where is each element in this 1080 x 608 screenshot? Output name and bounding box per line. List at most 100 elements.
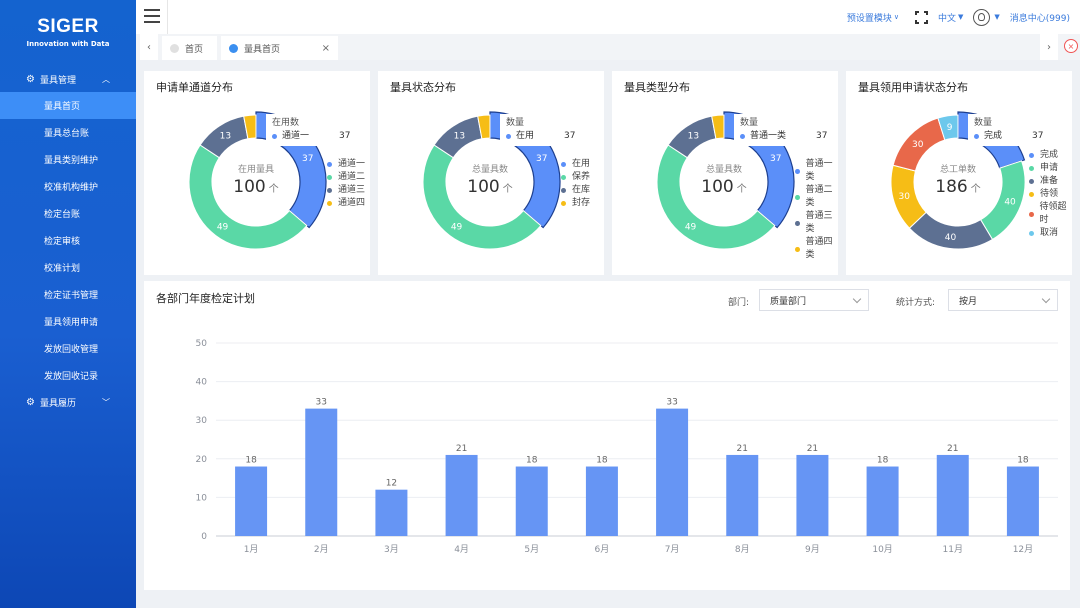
donut-slice[interactable] <box>422 144 542 250</box>
legend-item[interactable]: 普通一类 <box>795 158 838 184</box>
legend-item[interactable]: 通道三 <box>327 184 365 197</box>
sidebar-item-label: 检定证书管理 <box>44 291 99 301</box>
menu-group-gauge-management[interactable]: ⚙ 量具管理 ︿ <box>0 66 136 92</box>
message-center-link[interactable]: 消息中心(999) <box>1010 11 1070 24</box>
legend-item[interactable]: 取消 <box>1029 227 1072 240</box>
preset-module-dropdown[interactable]: 预设置模块 ∨ <box>847 11 899 24</box>
donut-slice[interactable] <box>656 144 776 250</box>
y-tick-label: 20 <box>196 455 208 465</box>
fullscreen-icon[interactable] <box>915 10 928 24</box>
y-tick-label: 50 <box>196 339 208 349</box>
legend-item[interactable]: 封存 <box>561 197 590 210</box>
card-title: 各部门年度检定计划 <box>156 292 255 305</box>
donut-slice[interactable] <box>937 114 959 141</box>
tab-home[interactable]: 首页 <box>162 36 217 60</box>
sidebar-item[interactable]: 校准机构维护 <box>0 173 136 200</box>
sidebar-item[interactable]: 量具类别维护 <box>0 146 136 173</box>
tooltip-name: 通道一 <box>282 131 310 141</box>
legend-item[interactable]: 待领 <box>1029 188 1072 201</box>
tooltip-title: 数量 <box>506 118 525 128</box>
sidebar-item[interactable]: 发放回收记录 <box>0 362 136 389</box>
bar-value-label: 21 <box>947 444 958 454</box>
bar[interactable] <box>305 408 338 536</box>
logo-title: SIGER <box>37 16 99 37</box>
bar[interactable] <box>936 454 969 536</box>
menu-toggle-icon[interactable] <box>144 9 160 23</box>
sidebar-item[interactable]: 检定台账 <box>0 200 136 227</box>
x-tick-label: 12月 <box>1013 544 1033 555</box>
bar[interactable] <box>796 454 829 536</box>
legend-dot <box>327 201 332 206</box>
tab-label: 量具首页 <box>244 44 281 55</box>
tab-gauge-home[interactable]: 量具首页 × <box>221 36 338 60</box>
bar[interactable] <box>866 466 899 536</box>
sidebar-item[interactable]: 发放回收管理 <box>0 335 136 362</box>
legend-item[interactable]: 申请 <box>1029 162 1072 175</box>
stat-select[interactable]: 按月 <box>948 289 1058 311</box>
donut-slice[interactable] <box>908 211 994 250</box>
tab-scroll-right-icon[interactable]: › <box>1040 34 1058 60</box>
x-tick-label: 11月 <box>943 544 963 555</box>
legend-item[interactable]: 完成 <box>1029 149 1072 162</box>
legend-item[interactable]: 普通四类 <box>795 236 838 262</box>
close-all-tabs-icon[interactable]: × <box>1064 39 1078 53</box>
language-label: 中文 <box>938 13 957 24</box>
center-value: 186 个 <box>918 177 998 197</box>
donut-center: 在用量具 100 个 <box>216 162 296 197</box>
dept-select[interactable]: 质量部门 <box>759 289 869 311</box>
preset-module-label: 预设置模块 <box>846 13 892 24</box>
language-dropdown[interactable]: 中文 ▼ <box>938 11 963 24</box>
sidebar-item[interactable]: 校准计划 <box>0 254 136 281</box>
donut-slice[interactable] <box>711 114 725 140</box>
legend-item[interactable]: 待领超时 <box>1029 201 1072 227</box>
legend-item[interactable]: 准备 <box>1029 175 1072 188</box>
slice-value-label: 49 <box>217 222 229 232</box>
legend-label: 取消 <box>1040 228 1059 238</box>
bar[interactable] <box>445 454 478 536</box>
legend-dot <box>795 220 800 226</box>
bar[interactable] <box>235 466 268 536</box>
user-menu[interactable]: ▼ <box>973 8 1000 26</box>
series-dot <box>740 134 745 139</box>
bar-value-label: 21 <box>807 444 818 454</box>
legend-item[interactable]: 保养 <box>561 171 590 184</box>
bar[interactable] <box>1006 466 1039 536</box>
center-number: 100 <box>701 177 734 197</box>
bar[interactable] <box>515 466 548 536</box>
bar[interactable] <box>726 454 759 536</box>
menu-group-gauge-history[interactable]: ⚙ 量具履历 ﹀ <box>0 389 136 415</box>
slice-value-label: 49 <box>685 222 697 232</box>
donut-center: 总量具数 100 个 <box>450 162 530 197</box>
bar[interactable] <box>656 408 689 536</box>
sidebar-item[interactable]: 量具首页 <box>0 92 136 119</box>
legend-label: 普通三类 <box>805 211 833 234</box>
close-icon[interactable]: × <box>321 42 330 54</box>
bar[interactable] <box>585 466 618 536</box>
sidebar-item[interactable]: 量具领用申请 <box>0 308 136 335</box>
y-tick-label: 30 <box>196 416 208 426</box>
legend-item[interactable]: 通道一 <box>327 158 365 171</box>
legend-item[interactable]: 在用 <box>561 158 590 171</box>
legend-item[interactable]: 普通二类 <box>795 184 838 210</box>
legend-item[interactable]: 普通三类 <box>795 210 838 236</box>
sidebar: SIGER Innovation with Data ⚙ 量具管理 ︿ 量具首页… <box>0 0 136 608</box>
legend-item[interactable]: 通道二 <box>327 171 365 184</box>
series-dot <box>974 134 979 139</box>
bar[interactable] <box>375 489 408 536</box>
center-label: 总量具数 <box>705 165 742 175</box>
sidebar-item[interactable]: 检定证书管理 <box>0 281 136 308</box>
tab-scroll-left-icon[interactable]: ‹ <box>140 34 158 60</box>
sidebar-item[interactable]: 检定审核 <box>0 227 136 254</box>
x-tick-label: 7月 <box>665 544 680 555</box>
series-dot <box>506 134 511 139</box>
donut-slice[interactable] <box>477 114 491 140</box>
sidebar-item[interactable]: 量具总台账 <box>0 119 136 146</box>
donut-card: 37 49 13 量具类型分布 总量具数 100 个 数量 普通一类 37 普通一类 普通二类 普通三类… <box>612 71 838 275</box>
legend-item[interactable]: 在库 <box>561 184 590 197</box>
legend-item[interactable]: 通道四 <box>327 197 365 210</box>
donut-slice[interactable] <box>188 144 308 250</box>
x-tick-label: 5月 <box>524 544 539 555</box>
avatar <box>973 8 991 26</box>
donut-slice[interactable] <box>243 114 257 140</box>
legend-dot <box>561 188 566 193</box>
